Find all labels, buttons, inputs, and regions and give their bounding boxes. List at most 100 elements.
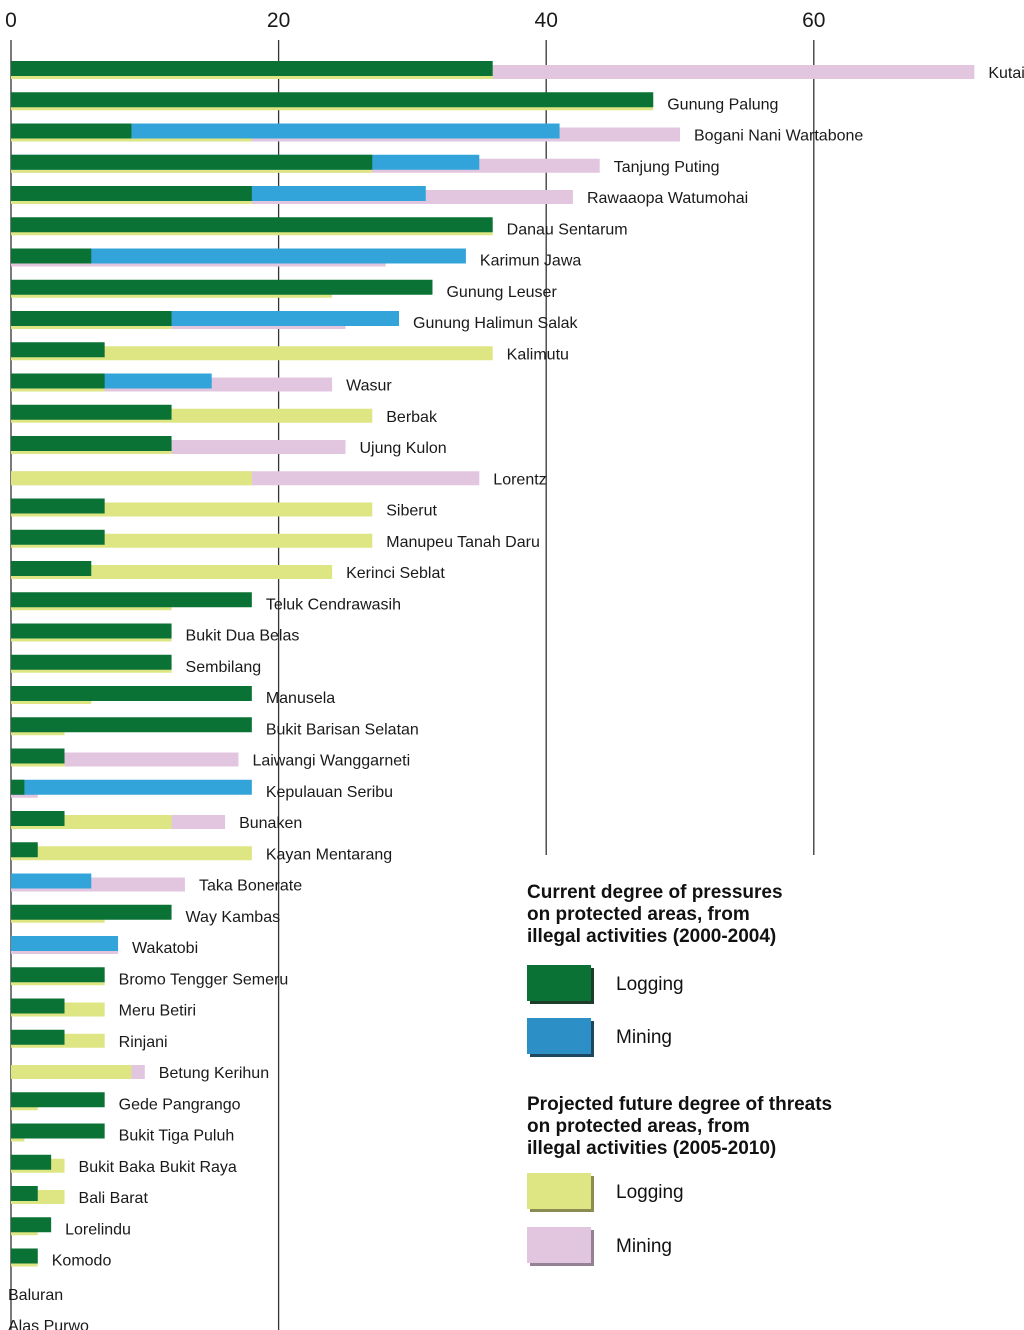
x-axis: 0 20 40 60 xyxy=(5,9,825,32)
label-lorelindu: Lorelindu xyxy=(65,1221,131,1238)
label-laiwangi-wanggarneti: Laiwangi Wanggarneti xyxy=(252,753,410,770)
label-manusela: Manusela xyxy=(266,690,335,707)
bar-future-logging xyxy=(11,1065,132,1079)
bar-current-logging xyxy=(11,561,92,576)
label-ujung-kulon: Ujung Kulon xyxy=(360,440,447,457)
label-gunung-leuser: Gunung Leuser xyxy=(446,284,557,301)
bar-current-logging xyxy=(11,623,172,639)
bar-current-logging xyxy=(11,1217,52,1233)
label-karimun-jawa: Karimun Jawa xyxy=(480,253,581,270)
category-labels: Kutai Gunung Palung Bogani Nani Wartabone T… xyxy=(8,65,1024,1330)
bar-current-logging xyxy=(11,1248,38,1264)
label-bali-barat: Bali Barat xyxy=(79,1190,149,1207)
x-tick-label-40: 40 xyxy=(535,9,558,32)
bar-current-logging xyxy=(11,373,105,389)
label-manupeu-tanah-daru: Manupeu Tanah Daru xyxy=(386,534,540,551)
bar-current-logging xyxy=(11,842,38,858)
label-danau-sentarum: Danau Sentarum xyxy=(507,221,628,238)
legend-current-mining-swatch xyxy=(527,1018,591,1054)
legend-future-title-line-2: on protected areas, from xyxy=(527,1116,750,1137)
bar-current-logging xyxy=(11,436,172,451)
bar-current-logging xyxy=(11,404,172,420)
bar-current-logging xyxy=(11,998,65,1014)
bar-current-logging xyxy=(11,279,433,295)
bar-current-mining xyxy=(11,873,92,889)
legend-future-title-line-3: illegal activities (2005-2010) xyxy=(527,1138,776,1159)
legend-future-mining-swatch xyxy=(527,1227,591,1263)
label-sembilang: Sembilang xyxy=(186,659,262,676)
x-tick-label-20: 20 xyxy=(267,9,290,32)
bar-current-logging xyxy=(11,686,252,701)
legend-current-logging-swatch xyxy=(527,965,591,1001)
bar-current-logging xyxy=(11,592,252,608)
bar-current-logging xyxy=(11,61,493,76)
label-bukit-dua-belas: Bukit Dua Belas xyxy=(186,628,300,645)
bar-current-logging xyxy=(11,92,654,108)
label-kayan-mentarang: Kayan Mentarang xyxy=(266,846,392,863)
label-tanjung-puting: Tanjung Puting xyxy=(614,159,720,176)
label-betung-kerihun: Betung Kerihun xyxy=(159,1065,269,1082)
label-taka-bonerate: Taka Bonerate xyxy=(199,878,302,895)
label-bunaken: Bunaken xyxy=(239,815,302,832)
label-kepulauan-seribu: Kepulauan Seribu xyxy=(266,784,393,801)
legend-future-title-line-1: Projected future degree of threats xyxy=(527,1094,832,1115)
bar-current-logging xyxy=(11,1123,105,1139)
bar-current-logging xyxy=(11,186,252,201)
bar-current-logging xyxy=(11,1092,105,1108)
bar-current-logging xyxy=(11,1186,38,1201)
label-gunung-palung: Gunung Palung xyxy=(667,96,778,113)
label-kerinci-seblat: Kerinci Seblat xyxy=(346,565,445,582)
label-lorentz: Lorentz xyxy=(493,471,546,488)
legend-future-logging-label: Logging xyxy=(616,1182,684,1203)
bar-current-logging xyxy=(11,748,65,764)
legend-current-logging-label: Logging xyxy=(616,974,684,995)
label-kutai: Kutai xyxy=(988,65,1024,82)
legend-current-title-line-3: illegal activities (2000-2004) xyxy=(527,926,776,947)
label-rawaaopa-watumohai: Rawaaopa Watumohai xyxy=(587,190,748,207)
bar-current-logging xyxy=(11,248,92,264)
bar-current-logging xyxy=(11,811,65,826)
label-gede-pangrango: Gede Pangrango xyxy=(119,1096,241,1113)
label-alas-purwo: Alas Purwo xyxy=(8,1318,89,1330)
bars xyxy=(11,61,975,1267)
bar-current-mining xyxy=(11,248,466,264)
bar-future-logging xyxy=(11,346,493,361)
bar-current-logging xyxy=(11,904,172,920)
bar-current-mining xyxy=(11,936,119,951)
label-gunung-halimun-salak: Gunung Halimun Salak xyxy=(413,315,579,332)
bar-current-logging xyxy=(11,654,172,670)
bar-current-logging xyxy=(11,311,172,326)
x-tick-label-60: 60 xyxy=(802,9,825,32)
label-kalimutu: Kalimutu xyxy=(507,346,569,363)
legend-future-logging-swatch xyxy=(527,1173,591,1209)
x-tick-label-0: 0 xyxy=(5,9,17,32)
bar-future-logging xyxy=(11,471,252,486)
label-way-kambas: Way Kambas xyxy=(186,909,281,926)
label-wakatobi: Wakatobi xyxy=(132,940,198,957)
label-baluran: Baluran xyxy=(8,1287,63,1304)
label-wasur: Wasur xyxy=(346,378,392,395)
bar-current-logging xyxy=(11,123,132,139)
label-teluk-cendrawasih: Teluk Cendrawasih xyxy=(266,596,401,613)
label-bromo-tengger-semeru: Bromo Tengger Semeru xyxy=(119,971,289,988)
bar-current-logging xyxy=(11,717,252,733)
bar-current-logging xyxy=(11,498,105,514)
label-rinjani: Rinjani xyxy=(119,1034,168,1051)
bar-current-logging xyxy=(11,342,105,358)
legend-current-title-line-2: on protected areas, from xyxy=(527,904,750,925)
bar-current-mining xyxy=(11,779,252,795)
legend-future-mining-label: Mining xyxy=(616,1236,672,1257)
bar-current-logging xyxy=(11,217,493,233)
bar-current-mining xyxy=(11,123,560,139)
bar-current-logging xyxy=(11,1029,65,1045)
label-bukit-baka-bukit-raya: Bukit Baka Bukit Raya xyxy=(79,1159,237,1176)
bar-future-logging xyxy=(11,846,252,861)
label-siberut: Siberut xyxy=(386,503,437,520)
legend-current-mining-label: Mining xyxy=(616,1027,672,1048)
bar-current-logging xyxy=(11,154,373,170)
bar-current-logging xyxy=(11,529,105,545)
bar-current-logging xyxy=(11,779,25,795)
bar-current-logging xyxy=(11,967,105,983)
